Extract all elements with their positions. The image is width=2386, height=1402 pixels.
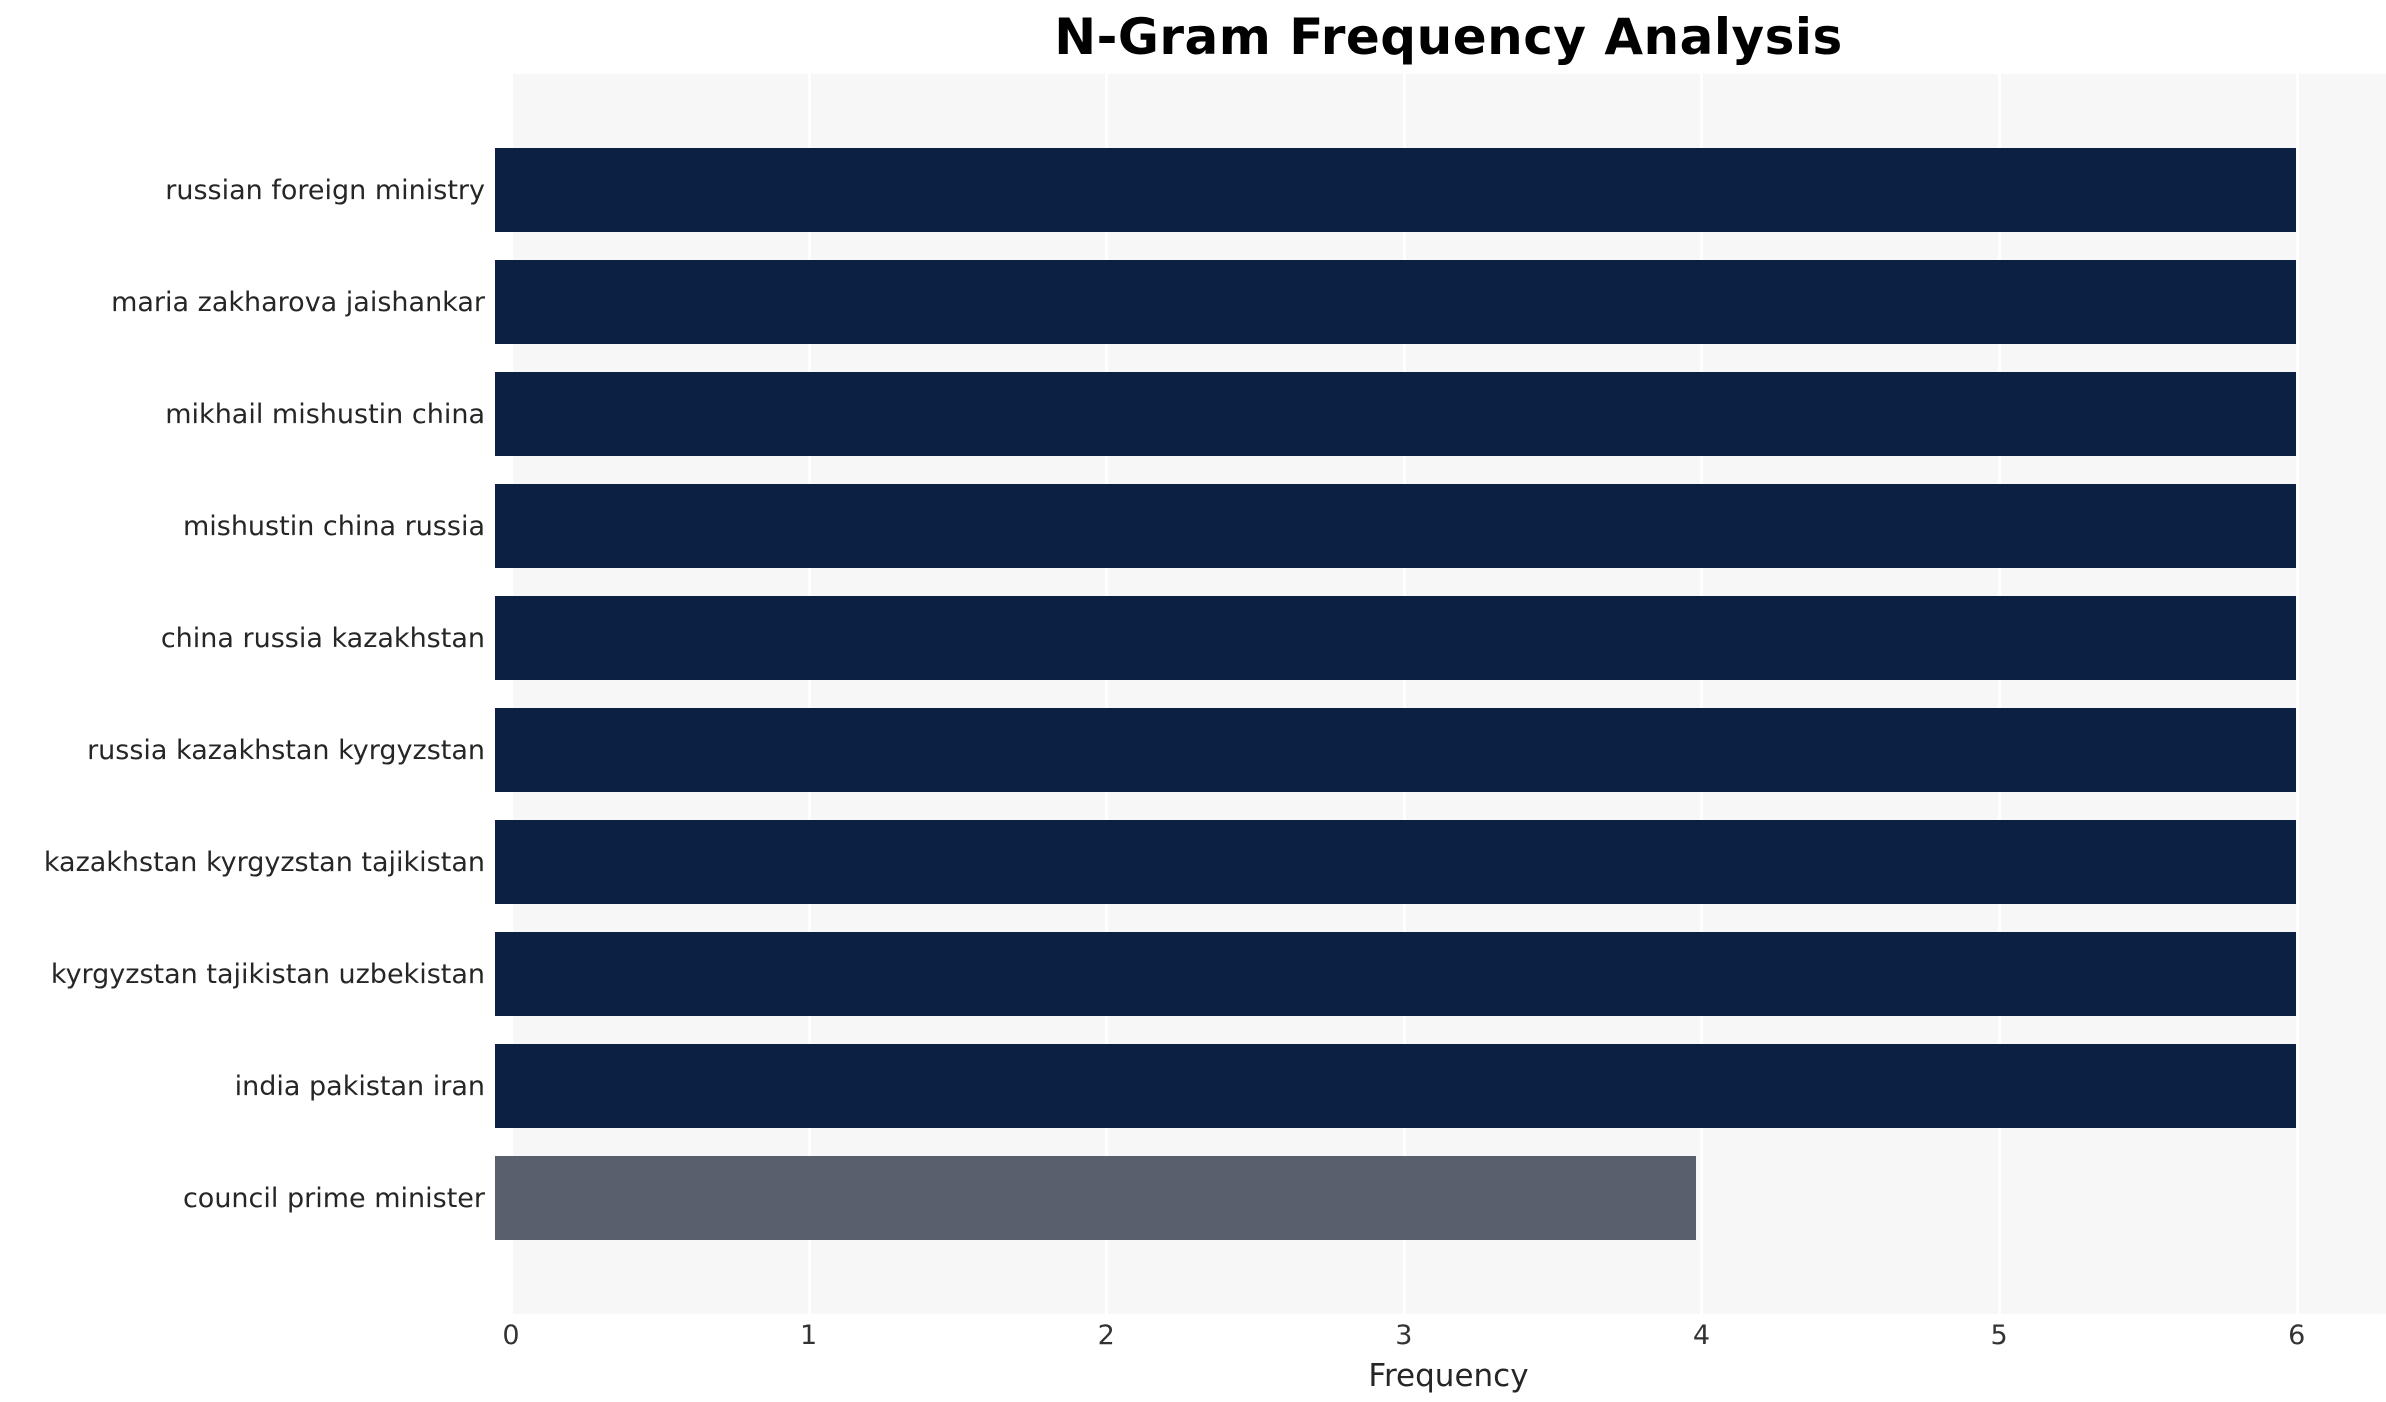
bar-row: kyrgyzstan tajikistan uzbekistan xyxy=(0,918,2386,1030)
x-axis: 0 1 2 3 4 5 6 xyxy=(502,1320,2386,1356)
x-tick-label: 1 xyxy=(800,1320,818,1351)
category-label: india pakistan iran xyxy=(234,1070,485,1102)
x-tick-label: 6 xyxy=(2288,1320,2306,1351)
bar xyxy=(495,1156,1696,1240)
bar-track xyxy=(495,470,2386,582)
bar-row: russian foreign ministry xyxy=(0,134,2386,246)
bar-row: india pakistan iran xyxy=(0,1030,2386,1142)
bar-track xyxy=(495,358,2386,470)
bar-row: maria zakharova jaishankar xyxy=(0,246,2386,358)
bar-track xyxy=(495,1030,2386,1142)
x-tick-label: 4 xyxy=(1692,1320,1711,1351)
x-tick-label: 3 xyxy=(1395,1320,1413,1351)
bar-track xyxy=(495,246,2386,358)
x-tick-label: 5 xyxy=(1990,1320,2008,1351)
gridline xyxy=(2295,74,2299,1314)
bar-row: china russia kazakhstan xyxy=(0,582,2386,694)
bar xyxy=(495,148,2296,232)
bar-row: council prime minister xyxy=(0,1142,2386,1254)
category-label: russia kazakhstan kyrgyzstan xyxy=(87,734,485,766)
category-label: maria zakharova jaishankar xyxy=(111,286,485,318)
category-label: kyrgyzstan tajikistan uzbekistan xyxy=(50,958,485,990)
bar-track xyxy=(495,1142,2386,1254)
category-label: kazakhstan kyrgyzstan tajikistan xyxy=(43,846,485,878)
bar-track xyxy=(495,134,2386,246)
category-label: china russia kazakhstan xyxy=(160,622,485,654)
bar xyxy=(495,372,2296,456)
bar-track xyxy=(495,694,2386,806)
bar-track xyxy=(495,918,2386,1030)
bar xyxy=(495,820,2296,904)
chart-title: N-Gram Frequency Analysis xyxy=(1054,8,1843,66)
bar xyxy=(495,260,2296,344)
gridline xyxy=(510,74,513,1314)
gridline xyxy=(1402,74,1406,1314)
bar-row: mikhail mishustin china xyxy=(0,358,2386,470)
x-axis-label: Frequency xyxy=(1368,1358,1529,1394)
bar-track xyxy=(495,582,2386,694)
bar xyxy=(495,932,2296,1016)
x-tick-label: 0 xyxy=(502,1320,520,1351)
bar-track xyxy=(495,806,2386,918)
bar xyxy=(495,596,2296,680)
x-tick-label: 2 xyxy=(1097,1320,1115,1351)
bar-rows: russian foreign ministry maria zakharova … xyxy=(0,74,2386,1314)
bar xyxy=(495,484,2296,568)
bar-row: kazakhstan kyrgyzstan tajikistan xyxy=(0,806,2386,918)
gridline xyxy=(1998,74,2002,1314)
bar xyxy=(495,708,2296,792)
category-label: russian foreign ministry xyxy=(165,174,485,206)
category-label: mishustin china russia xyxy=(182,510,485,542)
bar xyxy=(495,1044,2296,1128)
gridline xyxy=(807,74,811,1314)
gridline xyxy=(1105,74,1109,1314)
category-label: mikhail mishustin china xyxy=(165,398,485,430)
gridline xyxy=(1700,74,1704,1314)
category-label: council prime minister xyxy=(182,1182,485,1214)
bar-row: russia kazakhstan kyrgyzstan xyxy=(0,694,2386,806)
bar-row: mishustin china russia xyxy=(0,470,2386,582)
